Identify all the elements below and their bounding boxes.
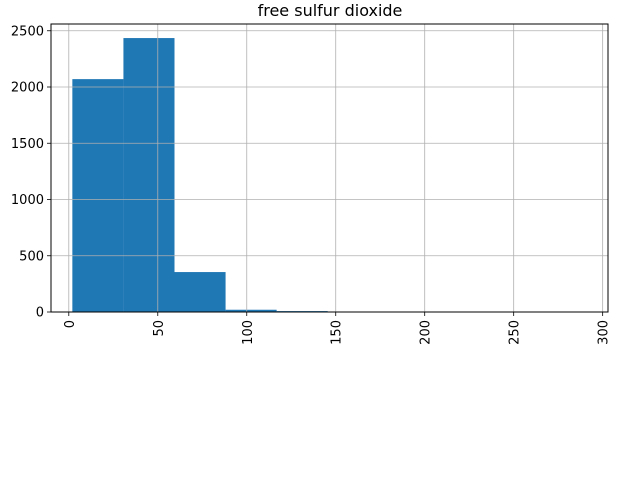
histogram-bar [72,79,124,312]
axes-frame [50,23,609,313]
x-tick-label: 50 [152,320,167,337]
histogram-bar [174,272,226,312]
y-tick-label: 2500 [11,24,44,39]
histogram-bar [225,309,277,312]
y-tick-label: 1000 [11,193,44,208]
x-tick-label: 200 [419,320,434,345]
chart-title: free sulfur dioxide [258,1,403,20]
y-tick-label: 1500 [11,137,44,152]
x-tick-label: 150 [330,320,345,345]
axis-ticks: 0 50 100 150 200 250 300 0 500 1000 1500 2000 2500 [11,24,612,345]
x-tick-label: 100 [241,320,256,345]
y-tick-label: 500 [19,249,44,264]
y-tick-label: 2000 [11,81,44,96]
histogram-bar [123,38,175,312]
x-tick-label: 300 [597,320,612,345]
y-tick-label: 0 [36,306,44,321]
x-tick-label: 250 [508,320,523,345]
x-tick-label: 0 [63,320,78,328]
